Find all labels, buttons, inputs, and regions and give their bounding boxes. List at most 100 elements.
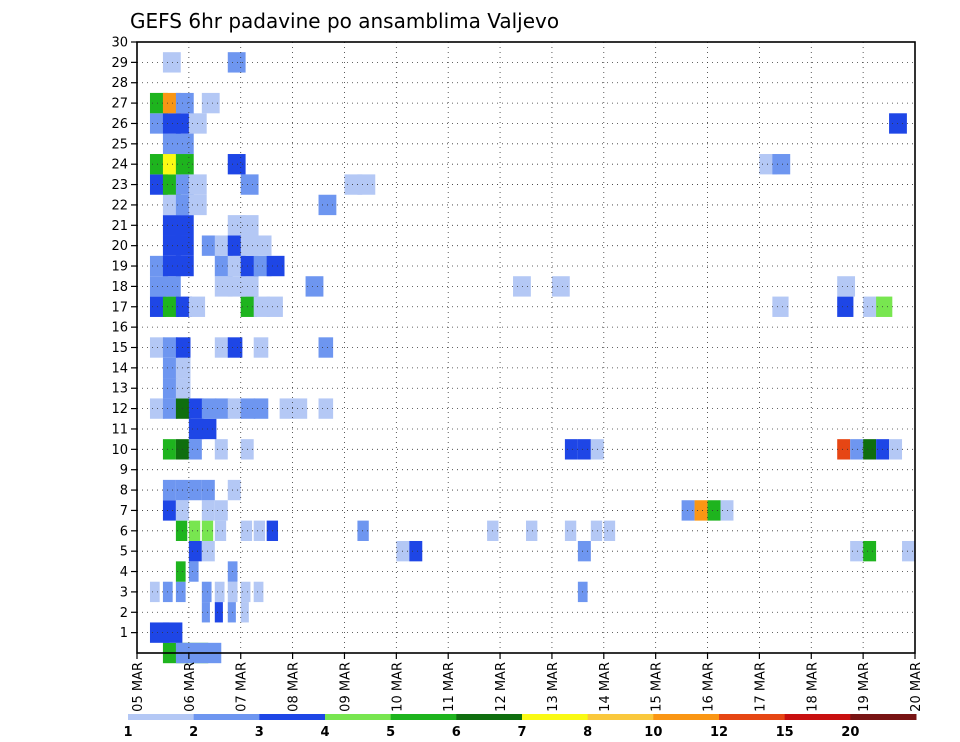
precip-cell [149, 581, 160, 603]
precip-cell [175, 215, 194, 236]
chart-title: GEFS 6hr padavine po ansamblima Valjevo [130, 9, 559, 33]
precip-cell [175, 581, 186, 603]
precip-cell [227, 52, 246, 73]
precip-cell [162, 337, 178, 358]
precip-cell [240, 398, 256, 419]
legend-label: 7 [517, 725, 526, 740]
x-tick-label: 11 MAR [442, 662, 457, 712]
x-tick-label: 14 MAR [598, 662, 613, 712]
precip-cell [162, 500, 176, 521]
precip-cell [863, 439, 877, 460]
precip-cell [227, 154, 246, 175]
x-tick-label: 06 MAR [183, 662, 198, 712]
legend-swatch [587, 714, 654, 720]
color-legend: 1 2 3 4 5 6 7 8 10 12 15 20 [123, 714, 917, 740]
precip-cell [188, 439, 202, 460]
legend-swatch [325, 714, 392, 720]
precip-cell [188, 520, 201, 541]
x-tick-label: 07 MAR [235, 662, 250, 712]
precip-cell [318, 398, 334, 419]
precip-cell [603, 520, 616, 541]
y-tick-label: 13 [111, 382, 128, 397]
precip-cell [201, 479, 215, 501]
y-tick-label: 12 [111, 402, 128, 417]
precip-cell [227, 398, 243, 419]
y-tick-label: 10 [111, 443, 128, 458]
y-tick-label: 4 [120, 565, 128, 580]
precip-cell [240, 215, 259, 236]
precip-cell [305, 276, 324, 297]
x-tick-label: 16 MAR [702, 662, 717, 712]
precip-cell [188, 479, 202, 501]
precip-cell [175, 235, 194, 256]
x-tick-label: 10 MAR [390, 662, 405, 712]
y-tick-label: 8 [120, 484, 128, 499]
x-tick-label: 18 MAR [805, 662, 820, 712]
precip-cell [162, 398, 178, 419]
precip-cell [876, 296, 893, 317]
precip-cell [564, 439, 578, 460]
y-tick-label: 5 [120, 545, 128, 560]
y-tick-label: 26 [111, 117, 128, 132]
precip-cell [863, 540, 877, 562]
legend-label: 1 [123, 725, 132, 740]
precip-cell [772, 154, 791, 175]
precip-cell [175, 133, 194, 155]
precip-cell [227, 337, 243, 358]
y-tick-label: 7 [120, 504, 128, 519]
precip-cell [266, 255, 285, 277]
y-tick-label: 27 [111, 97, 128, 112]
precip-cell [175, 561, 186, 582]
precip-cell [409, 540, 423, 562]
precip-cell [318, 337, 334, 358]
legend-swatch [456, 714, 523, 720]
y-tick-label: 1 [120, 626, 128, 641]
precip-cell [863, 296, 880, 317]
y-tick-label: 21 [111, 219, 128, 234]
precip-cell [577, 439, 591, 460]
precip-cell [175, 92, 194, 114]
precip-cell [720, 500, 734, 521]
precip-cell [175, 357, 191, 379]
precip-cell [240, 602, 249, 623]
legend-swatch [653, 714, 720, 720]
precip-cell [889, 439, 903, 460]
legend-swatch [259, 714, 326, 720]
precip-cell [577, 540, 591, 562]
precip-cell [201, 581, 212, 603]
precip-cell [240, 296, 257, 317]
precip-cell [240, 581, 251, 603]
precip-cell [253, 296, 270, 317]
x-tick-label: 08 MAR [287, 662, 302, 712]
legend-swatch [719, 714, 786, 720]
precip-cell [227, 602, 236, 623]
precip-cell [837, 439, 851, 460]
x-tick-label: 13 MAR [546, 662, 561, 712]
precip-cell [188, 540, 202, 562]
precip-cell [292, 398, 308, 419]
precip-cell [175, 154, 194, 175]
y-tick-label: 16 [111, 321, 128, 336]
precip-cell [240, 276, 259, 297]
precip-cell [162, 276, 181, 297]
x-tick-label: 09 MAR [338, 662, 353, 712]
y-tick-label: 15 [111, 341, 128, 356]
legend-swatch [784, 714, 851, 720]
precip-cell [357, 174, 376, 195]
legend-label: 5 [386, 725, 395, 740]
y-tick-label: 30 [111, 36, 128, 51]
precip-cell [850, 439, 864, 460]
legend-swatch [193, 714, 260, 720]
y-tick-label: 23 [111, 178, 128, 193]
precip-cell [253, 520, 266, 541]
y-tick-label: 14 [111, 361, 128, 376]
legend-label: 12 [710, 725, 728, 740]
precip-cell [240, 520, 253, 541]
precip-cell [188, 418, 204, 440]
precip-cell [513, 276, 531, 297]
precip-cell [188, 398, 204, 419]
legend-label: 3 [255, 725, 264, 740]
precip-cell [707, 500, 721, 521]
precip-cell [201, 398, 217, 419]
